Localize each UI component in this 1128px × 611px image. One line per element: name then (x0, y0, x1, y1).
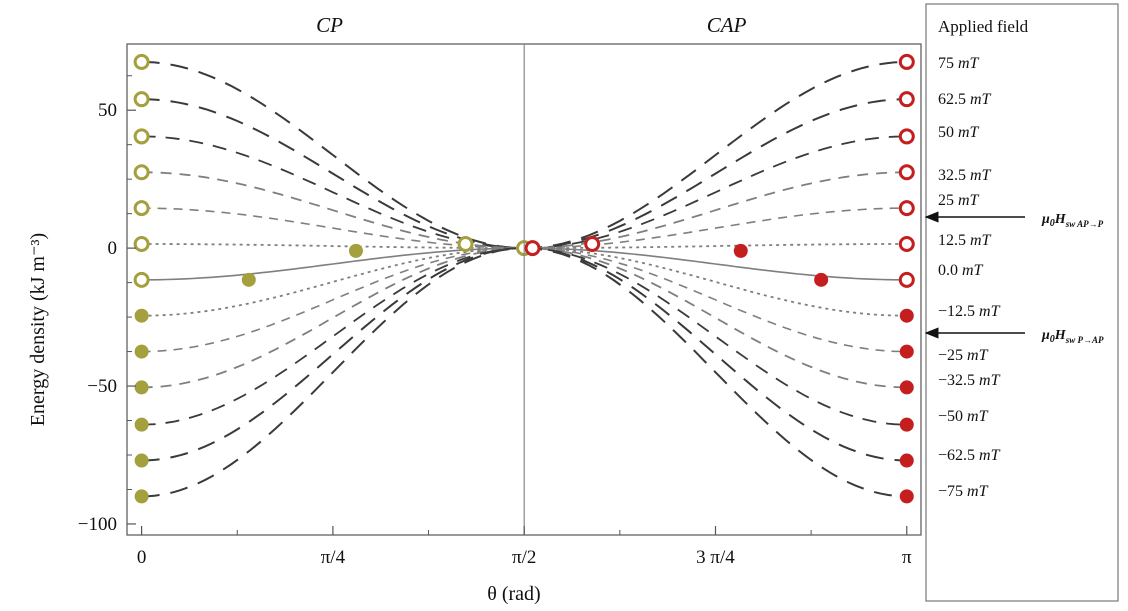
marker-cp (348, 243, 363, 258)
marker-cap (899, 417, 914, 432)
legend-entry: −50 mT (938, 408, 989, 425)
marker-cap (733, 243, 748, 258)
marker-cp (134, 453, 149, 468)
annotation-label: μ0Hsw AP→P (1041, 212, 1104, 229)
curve-right-1 (524, 98, 907, 250)
marker-cap (898, 271, 915, 288)
markers (133, 53, 915, 504)
curve-left-1 (141, 98, 525, 250)
series-curves (141, 60, 907, 498)
marker-cp (457, 235, 474, 252)
marker-cp (133, 200, 150, 217)
legend-title: Applied field (938, 17, 1029, 36)
x-tick-label: π (902, 547, 912, 568)
legend-entry: 62.5 mT (938, 91, 992, 108)
legend-entry: −75 mT (938, 483, 989, 500)
y-axis-title: Energy density (kJ m⁻³) (27, 233, 49, 426)
x-tick-label: 3 π/4 (696, 547, 735, 568)
legend: Applied field 75 mT 62.5 mT 50 mT 32.5 mT 25 … (925, 3, 1119, 602)
marker-cap (899, 344, 914, 359)
legend-entry: −12.5 mT (938, 303, 1001, 320)
marker-cp (134, 380, 149, 395)
axes: 50 0 −50 −100 0 π/4 π/2 3 π/4 π θ (rad) Energy den… (27, 13, 922, 605)
marker-cp (133, 128, 150, 145)
curve-right-2 (524, 135, 907, 249)
title-right: CAP (707, 13, 747, 37)
marker-cap (899, 380, 914, 395)
curve-right-10 (524, 247, 907, 426)
marker-cp (133, 235, 150, 252)
curve-left-12 (141, 247, 525, 498)
curve-right-7 (524, 247, 907, 317)
legend-entry: 25 mT (938, 192, 980, 209)
curve-right-4 (524, 207, 907, 249)
marker-cp (133, 53, 150, 70)
annotations: μ0Hsw AP→P μ0Hsw P→AP (924, 211, 1104, 345)
title-left: CP (316, 13, 343, 37)
marker-cap (898, 128, 915, 145)
curve-right-8 (524, 247, 907, 353)
legend-entry: 12.5 mT (938, 232, 992, 249)
marker-cap (898, 53, 915, 70)
marker-cp (241, 272, 256, 287)
curve-right-11 (524, 247, 907, 462)
legend-entry: 50 mT (938, 124, 980, 141)
legend-box (925, 3, 1119, 602)
marker-cap (898, 200, 915, 217)
x-axis-title: θ (rad) (487, 583, 540, 605)
marker-cap (524, 240, 541, 257)
marker-cap (898, 235, 915, 252)
marker-cp (133, 271, 150, 288)
marker-cap (584, 235, 601, 252)
curve-left-8 (141, 247, 525, 353)
legend-entry: −25 mT (938, 347, 989, 364)
legend-entry: 32.5 mT (938, 167, 992, 184)
curve-left-5 (141, 243, 525, 249)
marker-cp (133, 164, 150, 181)
marker-cp (134, 308, 149, 323)
marker-cap (899, 308, 914, 323)
curve-left-0 (141, 60, 525, 250)
curve-left-9 (141, 247, 525, 389)
marker-cap (898, 164, 915, 181)
marker-cap (898, 91, 915, 108)
marker-cap (899, 453, 914, 468)
y-tick-label: 50 (98, 100, 117, 121)
x-tick-label: 0 (137, 547, 147, 568)
curve-left-11 (141, 247, 525, 462)
annotation-label: μ0Hsw P→AP (1041, 328, 1104, 345)
marker-cap (814, 272, 829, 287)
curve-left-7 (141, 247, 525, 317)
legend-entry: 75 mT (938, 55, 980, 72)
curve-left-2 (141, 135, 525, 249)
y-tick-label: −100 (78, 514, 117, 535)
legend-entry: 0.0 mT (938, 262, 984, 279)
marker-cap (899, 489, 914, 504)
marker-cp (134, 489, 149, 504)
curve-right-0 (524, 60, 907, 250)
curve-right-9 (524, 247, 907, 389)
legend-entry: −62.5 mT (938, 447, 1001, 464)
curve-right-6 (524, 247, 907, 281)
marker-cp (133, 91, 150, 108)
curve-left-6 (141, 247, 525, 281)
curve-right-12 (524, 247, 907, 498)
y-tick-label: 0 (108, 238, 118, 259)
y-tick-label: −50 (87, 376, 117, 397)
x-tick-label: π/2 (512, 547, 536, 568)
x-tick-label: π/4 (321, 547, 346, 568)
curve-left-10 (141, 247, 525, 426)
marker-cp (134, 417, 149, 432)
marker-cp (134, 344, 149, 359)
legend-entry: −32.5 mT (938, 372, 1001, 389)
